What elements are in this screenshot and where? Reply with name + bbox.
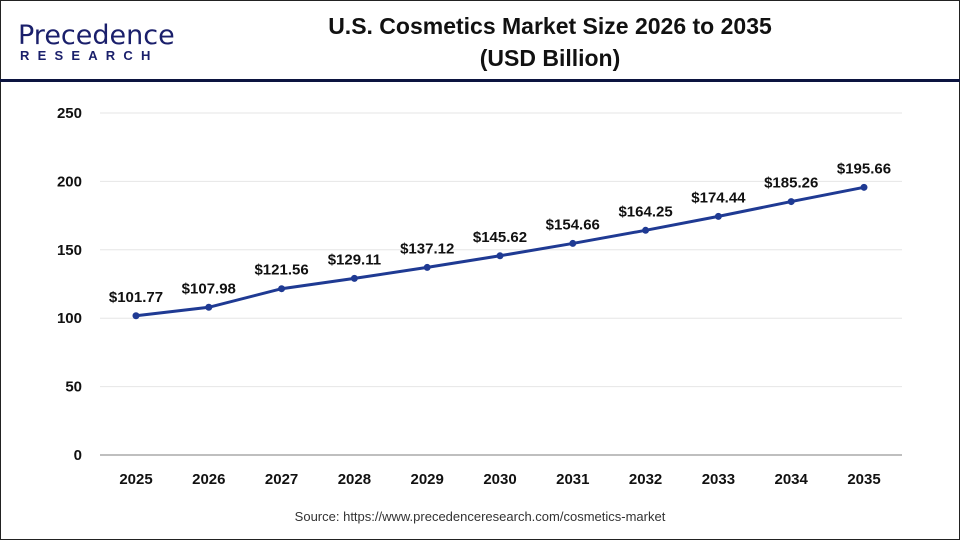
logo-wordmark: Precedence (18, 20, 175, 51)
data-point (278, 285, 286, 293)
header-divider (0, 79, 960, 82)
data-label: $107.98 (182, 280, 236, 297)
precedence-research-logo: Precedence RESEARCH (18, 20, 175, 64)
logo-subtitle: RESEARCH (20, 48, 159, 63)
data-label: $137.12 (400, 240, 454, 257)
y-tick-label: 0 (74, 447, 82, 464)
data-label: $101.77 (109, 289, 163, 306)
y-tick-label: 250 (57, 105, 82, 122)
data-label: $174.44 (691, 189, 746, 206)
x-tick-label: 2027 (265, 471, 298, 488)
source-note: Source: https://www.precedenceresearch.c… (294, 509, 666, 524)
x-tick-label: 2035 (847, 471, 880, 488)
data-label: $154.66 (546, 216, 600, 233)
data-label: $164.25 (618, 203, 672, 220)
data-point (350, 274, 358, 282)
x-tick-label: 2028 (338, 471, 371, 488)
data-point (569, 239, 577, 247)
series-line (135, 185, 865, 318)
chart-title-line1: U.S. Cosmetics Market Size 2026 to 2035 (328, 13, 772, 39)
data-point (205, 303, 213, 311)
x-tick-label: 2026 (192, 471, 225, 488)
chart-title: U.S. Cosmetics Market Size 2026 to 2035 … (280, 10, 820, 74)
chart-title-line2: (USD Billion) (479, 45, 621, 71)
x-tick-label: 2034 (775, 471, 809, 488)
data-point (642, 226, 650, 234)
data-label: $121.56 (254, 262, 308, 279)
x-tick-label: 2025 (119, 471, 152, 488)
y-tick-label: 200 (57, 173, 82, 190)
data-label: $195.66 (837, 160, 891, 177)
x-tick-label: 2032 (629, 471, 662, 488)
data-point (787, 198, 795, 206)
data-point (714, 212, 722, 220)
y-tick-label: 150 (57, 242, 82, 259)
data-point (423, 263, 431, 271)
data-label: $185.26 (764, 175, 818, 192)
y-tick-label: 50 (65, 379, 82, 396)
x-tick-label: 2033 (702, 471, 735, 488)
data-label: $129.11 (328, 251, 381, 268)
data-label: $145.62 (473, 229, 527, 246)
data-point (132, 312, 140, 320)
y-tick-label: 100 (57, 310, 82, 327)
x-tick-label: 2031 (556, 471, 589, 488)
data-point (496, 252, 504, 260)
x-tick-label: 2030 (483, 471, 516, 488)
x-tick-label: 2029 (411, 471, 444, 488)
data-point (860, 183, 868, 191)
